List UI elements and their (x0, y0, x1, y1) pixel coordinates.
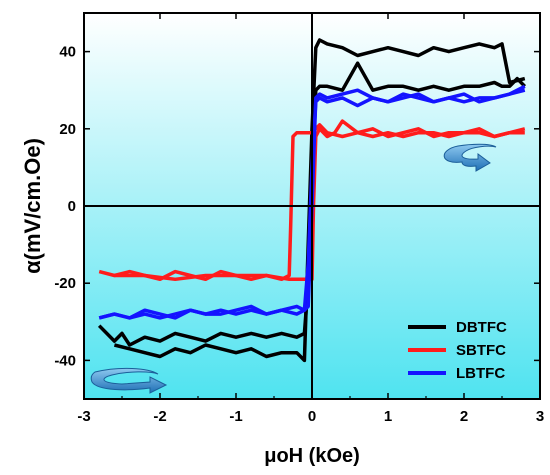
legend-label-sbtfc: SBTFC (456, 342, 506, 359)
y-tick-label: -20 (54, 275, 76, 292)
legend: DBTFC SBTFC LBTFC (408, 319, 507, 382)
y-tick-label: 40 (59, 44, 76, 61)
x-axis-title: μoH (kOe) (264, 445, 360, 467)
legend-label-lbtfc: LBTFC (456, 365, 505, 382)
x-axis-title-text: μoH (kOe) (264, 445, 360, 467)
x-tick-label: 1 (384, 408, 392, 425)
x-tick-label: 0 (308, 408, 316, 425)
sweep-arrow-icon-right (443, 143, 497, 172)
y-tick-label: 0 (68, 198, 76, 215)
y-tick-label: 20 (59, 121, 76, 138)
x-tick-label: -3 (77, 408, 90, 425)
y-tick-label: -40 (54, 352, 76, 369)
x-tick-label: -1 (229, 408, 242, 425)
y-axis-title: α(mV/cm.Oe) (20, 138, 45, 274)
x-tick-label: 3 (536, 408, 544, 425)
sweep-arrow-icon-left (90, 367, 168, 394)
x-tick-label: 2 (460, 408, 468, 425)
x-tick-label: -2 (153, 408, 166, 425)
legend-label-dbtfc: DBTFC (456, 319, 507, 336)
ticks-layer: -3 -2 -1 0 1 2 3 -40 -20 0 20 40 (54, 13, 544, 425)
series-sbtfc-branch-1 (114, 119, 525, 282)
series-dbtfc-branch-1 (113, 38, 526, 363)
